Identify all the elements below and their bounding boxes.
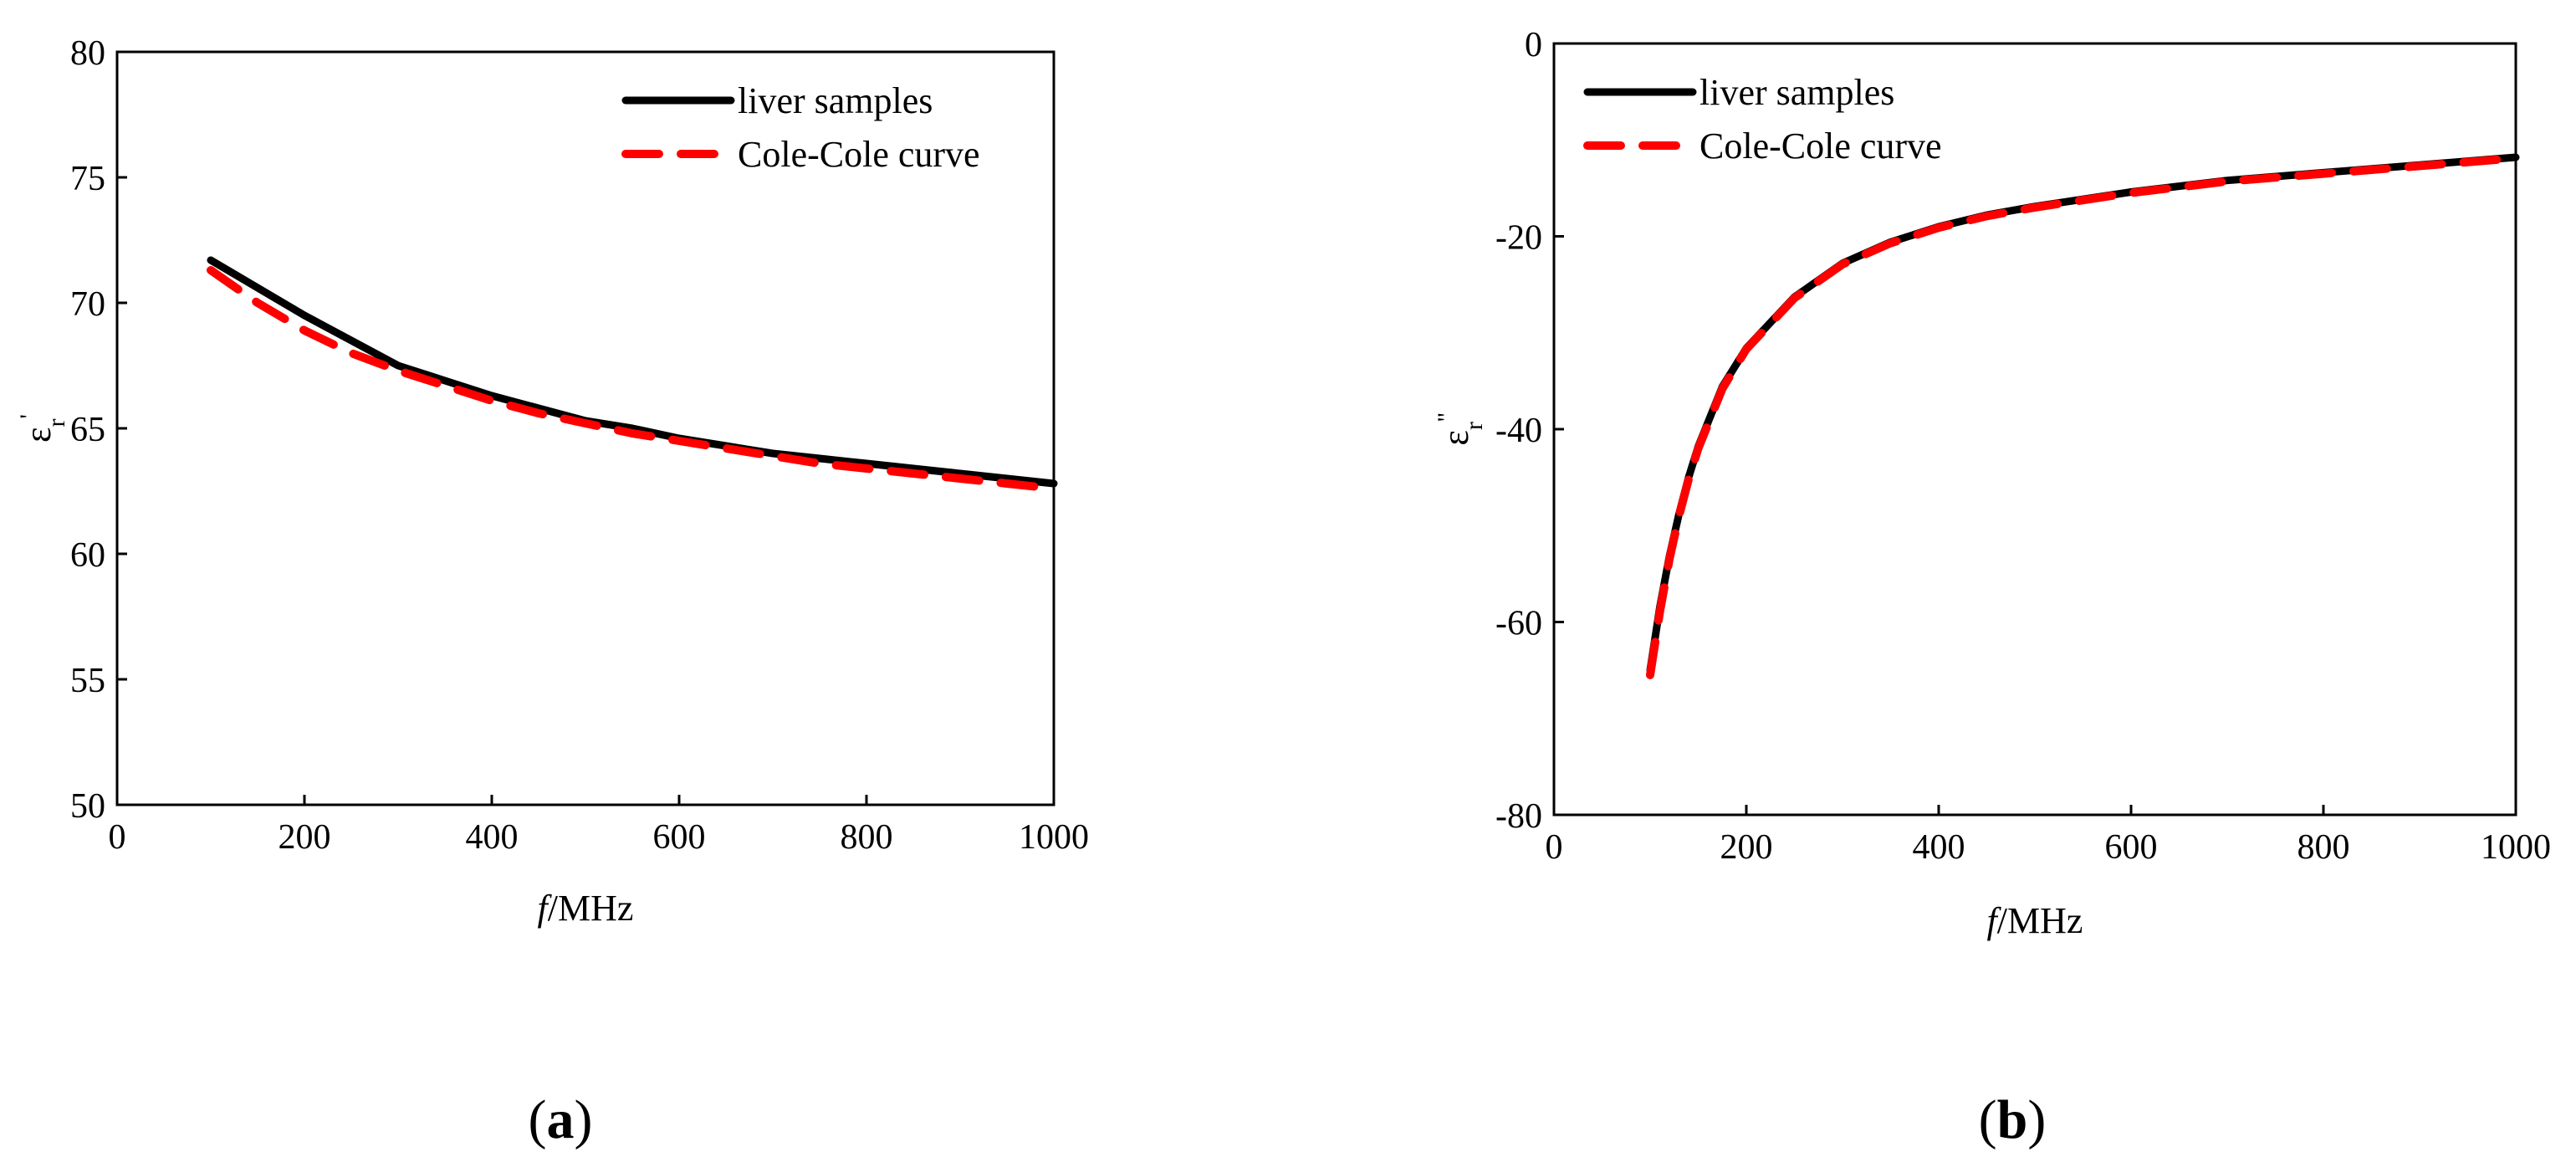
- y-ticks-b: -80 -60 -40 -20 0: [1495, 26, 1564, 836]
- x-tick-label-b-2: 400: [1913, 828, 1965, 867]
- legend-label-b-0: liver samples: [1699, 72, 1894, 113]
- chart-panel-b: 0 200 400 600 800 1000 -80 -60 -40 -20 0 f/MHz εr…: [1433, 26, 2552, 1150]
- y-tick-label-b-2: -40: [1495, 412, 1542, 450]
- x-tick-label-a-3: 600: [653, 818, 706, 857]
- y-label-sub-a: r: [43, 418, 70, 427]
- y-ticks-a: 50 55 60 65 70 75 80: [70, 34, 127, 826]
- y-tick-label-b-3: -20: [1495, 219, 1542, 258]
- y-tick-label-a-4: 70: [70, 285, 105, 324]
- series-line-a-liver-samples: [207, 256, 1058, 488]
- x-tick-label-b-4: 800: [2297, 828, 2350, 867]
- x-tick-label-b-1: 200: [1720, 828, 1773, 867]
- axes-frame-b: [1552, 42, 2517, 817]
- legend-label-a-0: liver samples: [738, 80, 933, 121]
- y-label-prime-b: '': [1433, 412, 1460, 422]
- x-axis-label-b: f/MHz: [1987, 900, 2083, 941]
- legend-entry-a-0: liver samples: [621, 80, 933, 121]
- x-ticks-b: 0 200 400 600 800 1000: [1546, 805, 2551, 867]
- x-tick-label-b-5: 1000: [2481, 828, 2551, 867]
- legend-entry-b-0: liver samples: [1583, 72, 1894, 113]
- x-tick-label-a-2: 400: [466, 818, 519, 857]
- y-tick-label-a-1: 55: [70, 662, 105, 700]
- x-tick-label-a-0: 0: [109, 818, 126, 857]
- legend-entry-b-1: Cole-Cole curve: [1583, 125, 1942, 166]
- series-line-b-cole-cole: [1646, 154, 2520, 679]
- panel-label-a: (a): [529, 1089, 593, 1150]
- x-ticks-a: 0 200 400 600 800 1000: [109, 795, 1089, 857]
- y-tick-label-b-0: -80: [1495, 797, 1542, 836]
- legend-label-b-1: Cole-Cole curve: [1699, 125, 1942, 166]
- svg-text:εr': εr': [15, 414, 70, 443]
- y-tick-label-a-3: 65: [70, 411, 105, 449]
- plot-area-a: [207, 256, 1058, 493]
- y-axis-label-a: εr': [15, 414, 70, 443]
- y-tick-label-a-5: 75: [70, 160, 105, 198]
- x-tick-label-b-0: 0: [1546, 828, 1563, 867]
- x-tick-label-b-3: 600: [2105, 828, 2158, 867]
- x-axis-label-a: f/MHz: [538, 888, 634, 929]
- y-label-sub-b: r: [1460, 422, 1488, 430]
- legend-b: liver samples Cole-Cole curve: [1583, 72, 1942, 166]
- y-tick-label-b-1: -60: [1495, 605, 1542, 643]
- y-tick-label-b-4: 0: [1525, 26, 1542, 64]
- legend-a: liver samples Cole-Cole curve: [621, 80, 980, 175]
- chart-panel-a: 0 200 400 600 800 1000 50 55 60 65 70 75 80 f/MHz ε…: [15, 34, 1090, 1150]
- x-label-unit-a: /MHz: [548, 888, 634, 929]
- legend-entry-a-1: Cole-Cole curve: [621, 134, 980, 175]
- y-label-prime-a: ': [15, 414, 43, 418]
- legend-label-a-1: Cole-Cole curve: [738, 134, 980, 175]
- x-label-unit-b: /MHz: [1997, 900, 2083, 941]
- panel-label-b: (b): [1979, 1089, 2047, 1150]
- series-line-b-liver-samples: [1646, 153, 2520, 674]
- y-axis-label-b: εr'': [1433, 412, 1488, 445]
- plot-area-b: [1646, 153, 2520, 679]
- y-label-symbol-a: ε: [18, 427, 59, 442]
- y-tick-label-a-2: 60: [70, 536, 105, 575]
- x-tick-label-a-1: 200: [279, 818, 331, 857]
- y-tick-label-a-6: 80: [70, 34, 105, 73]
- y-label-symbol-b: ε: [1435, 430, 1476, 445]
- series-line-a-cole-cole: [207, 266, 1058, 493]
- x-tick-label-a-4: 800: [841, 818, 893, 857]
- svg-text:εr'': εr'': [1433, 412, 1488, 445]
- y-tick-label-a-0: 50: [70, 787, 105, 826]
- x-tick-label-a-5: 1000: [1019, 818, 1089, 857]
